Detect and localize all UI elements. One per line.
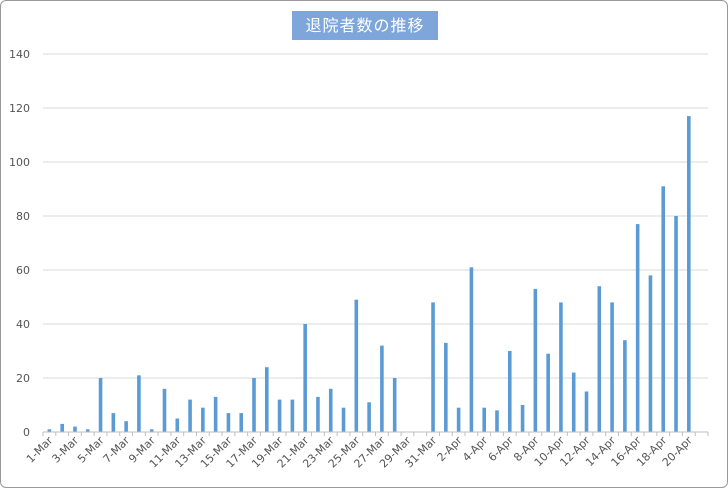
- bar-12-Apr: [584, 391, 589, 432]
- bar-16-Apr: [635, 224, 640, 432]
- bar-9-Apr: [546, 353, 550, 432]
- bar-19-Mar: [277, 399, 282, 432]
- y-tick-label: 0: [23, 426, 30, 439]
- bar-23-Mar: [328, 388, 333, 432]
- chart-title: 退院者数の推移: [292, 11, 438, 40]
- x-tick-labels: 1-Mar3-Mar5-Mar7-Mar9-Mar11-Mar13-Mar15-…: [24, 434, 695, 471]
- bar-20-Mar: [290, 399, 295, 432]
- y-tick-labels: 0 20 40 60 80 100 120 140: [9, 48, 30, 439]
- bar-5-Apr: [495, 410, 499, 432]
- bar-8-Apr: [533, 288, 538, 432]
- y-tick-label: 120: [9, 102, 30, 115]
- bar-1-Mar: [47, 429, 52, 432]
- bar-5-Mar: [98, 378, 103, 432]
- bar-10-Mar: [162, 388, 167, 432]
- bar-27-Mar: [380, 345, 384, 432]
- x-tick-label: 5-Mar: [75, 434, 107, 466]
- bar-15-Apr: [623, 340, 627, 432]
- bar-17-Apr: [648, 275, 653, 432]
- bar-17-Mar: [252, 378, 256, 432]
- x-tick-label: 7-Mar: [101, 434, 133, 466]
- y-tick-label: 60: [16, 264, 30, 277]
- bar-11-Mar: [175, 418, 180, 432]
- bar-2-Apr: [456, 407, 461, 432]
- bar-13-Apr: [597, 286, 602, 432]
- y-tick-label: 20: [16, 372, 30, 385]
- bar-3-Apr: [469, 267, 474, 432]
- bar-13-Mar: [201, 407, 205, 432]
- bar-series: [47, 116, 691, 432]
- bar-7-Mar: [124, 421, 128, 432]
- bar-6-Mar: [111, 413, 116, 432]
- bar-19-Apr: [674, 216, 678, 432]
- x-tick-label: 3-Mar: [49, 434, 81, 466]
- bar-4-Mar: [85, 429, 90, 432]
- bar-28-Mar: [392, 378, 397, 432]
- bar-12-Mar: [188, 399, 192, 432]
- bar-31-Mar: [431, 302, 435, 432]
- bar-3-Mar: [73, 426, 77, 432]
- bar-4-Apr: [482, 407, 486, 432]
- bar-22-Mar: [316, 396, 320, 432]
- bar-1-Apr: [444, 342, 448, 432]
- bar-6-Apr: [507, 351, 512, 432]
- axes: [42, 431, 709, 436]
- bar-10-Apr: [559, 302, 563, 432]
- bar-15-Mar: [226, 413, 231, 432]
- bar-21-Mar: [303, 324, 307, 432]
- bar-14-Mar: [213, 396, 218, 432]
- bar-18-Apr: [661, 186, 666, 432]
- bar-11-Apr: [571, 372, 576, 432]
- bar-7-Apr: [520, 405, 525, 432]
- grid-lines: [43, 53, 708, 379]
- bar-16-Mar: [239, 413, 244, 432]
- bar-24-Mar: [341, 407, 346, 432]
- bar-18-Mar: [265, 367, 269, 432]
- x-tick-label: 6-Apr: [486, 434, 517, 465]
- y-tick-label: 80: [16, 210, 30, 223]
- bar-14-Apr: [610, 302, 614, 432]
- bar-20-Apr: [687, 116, 691, 432]
- bar-26-Mar: [367, 402, 371, 432]
- x-tick-label: 2-Apr: [435, 434, 466, 465]
- bar-25-Mar: [354, 299, 359, 432]
- bar-9-Mar: [149, 429, 154, 432]
- bar-8-Mar: [137, 375, 141, 432]
- x-tick-label: 4-Apr: [460, 434, 491, 465]
- bar-2-Mar: [60, 423, 64, 432]
- y-tick-label: 140: [9, 48, 30, 61]
- y-tick-label: 100: [9, 156, 30, 169]
- y-tick-label: 40: [16, 318, 30, 331]
